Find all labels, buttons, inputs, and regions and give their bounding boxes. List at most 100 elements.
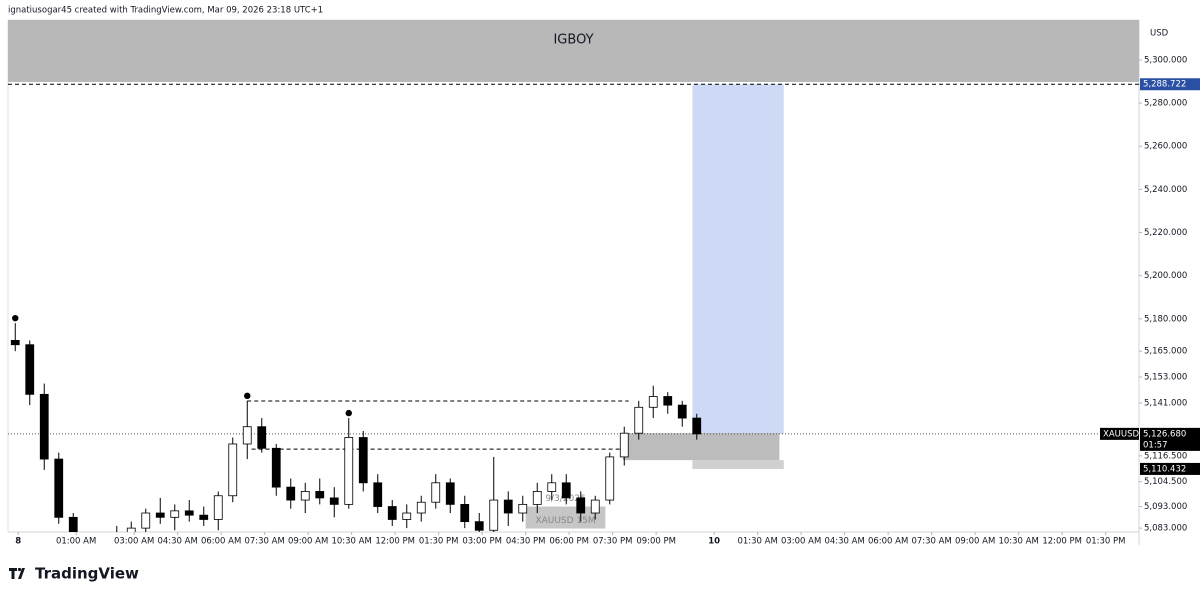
candle-body <box>431 482 441 503</box>
candle-body <box>184 510 194 516</box>
candle-body <box>576 497 586 514</box>
candle-body <box>634 406 644 434</box>
x-tick-label: 10 <box>708 537 720 547</box>
axes: 5,300.000 5,280.000 5,260.000 5,240.000 5,22… <box>15 55 1200 547</box>
chart-title: IGBOY <box>553 33 593 48</box>
candle-body <box>126 527 136 532</box>
candle-body <box>54 458 64 518</box>
candle-body <box>561 482 571 499</box>
stop-label-bg <box>1140 462 1200 475</box>
y-tick-label: 5,260.000 <box>1144 142 1187 152</box>
countdown-label: 01:57 <box>1143 440 1168 450</box>
candle-body <box>373 482 383 507</box>
watermark: 9/3/2026 <box>545 494 586 504</box>
candle-body <box>416 501 426 514</box>
y-tick-label: 5,116.500 <box>1144 451 1187 461</box>
candle-body <box>358 437 368 484</box>
candle-body <box>619 432 629 458</box>
target-label-bg <box>1140 78 1200 91</box>
candle-body <box>141 512 151 529</box>
candle-body <box>445 482 455 505</box>
candle-body <box>547 482 557 492</box>
candle-body <box>271 447 281 488</box>
y-tick-label: 5,180.000 <box>1144 314 1187 324</box>
y-tick-label: 5,141.000 <box>1144 398 1187 408</box>
x-tick-label: 01:30 PM <box>419 537 459 547</box>
zone-entry <box>622 433 780 461</box>
candle-body <box>474 521 484 531</box>
candle-body <box>489 499 499 531</box>
x-tick-label: 03:00 PM <box>462 537 502 547</box>
currency: USD <box>1150 29 1169 39</box>
y-tick-label: 5,104.500 <box>1144 477 1187 487</box>
y-tick-label: 5,280.000 <box>1144 99 1187 109</box>
plot: 9/3/2026 XAUUSD 15M <box>8 20 1139 532</box>
x-tick-label: 01:30 AM <box>737 537 777 547</box>
x-tick-label: 04:30 AM <box>157 537 197 547</box>
x-tick-label: 01:30 PM <box>1086 537 1126 547</box>
logo-text: TradingView <box>35 565 139 583</box>
x-tick-label: 09:00 AM <box>955 537 995 547</box>
candle-body <box>242 426 252 445</box>
x-tick-label: 06:00 AM <box>201 537 241 547</box>
y-tick-label: 5,083.000 <box>1144 524 1187 534</box>
zone-stop <box>692 460 784 469</box>
x-tick-label: 07:30 AM <box>911 537 951 547</box>
candle-body <box>518 503 528 514</box>
candle-body <box>257 426 267 449</box>
candle-body <box>344 437 354 505</box>
plot-area <box>7 19 1140 533</box>
swing-high <box>12 314 19 322</box>
candle-body <box>677 404 687 419</box>
candle-body <box>503 499 513 514</box>
y-tick-label: 5,300.000 <box>1144 55 1187 65</box>
x-tick-label: 09:00 PM <box>636 537 676 547</box>
title-band <box>8 20 1139 82</box>
symbol-tag-bg <box>1100 427 1139 440</box>
target-label: 5,288.722 <box>1143 80 1186 90</box>
candle-body <box>25 344 35 395</box>
stop-label: 5,110.432 <box>1143 464 1186 474</box>
last-price-label-bg <box>1140 427 1200 440</box>
candle-body <box>10 340 20 346</box>
candle-body <box>692 417 702 435</box>
candle-body <box>170 510 180 518</box>
header-credit: ignatiusogar45 created with TradingView.… <box>8 6 323 16</box>
symbol-tag: XAUUSD <box>1103 429 1139 439</box>
candle-body <box>663 396 673 406</box>
candle-body <box>68 516 78 532</box>
x-tick-label: 03:00 AM <box>114 537 154 547</box>
x-tick-label: 01:00 AM <box>56 537 96 547</box>
y-tick-label: 5,153.000 <box>1144 373 1187 383</box>
x-tick-label: 09:00 AM <box>288 537 328 547</box>
candle-body <box>532 491 542 505</box>
candle-body <box>315 491 325 499</box>
x-tick-label: 07:30 AM <box>244 537 284 547</box>
y-tick-label: 5,240.000 <box>1144 185 1187 195</box>
x-tick-label: 8 <box>15 537 21 547</box>
x-tick-label: 03:00 AM <box>781 537 821 547</box>
candle-body <box>648 396 658 408</box>
candle-body <box>39 393 49 460</box>
candle-body <box>300 491 310 501</box>
candle-body <box>228 443 238 497</box>
y-tick-label: 5,165.000 <box>1144 347 1187 357</box>
y-tick-label: 5,220.000 <box>1144 228 1187 238</box>
candle-body <box>213 495 223 520</box>
x-tick-label: 12:00 PM <box>1042 537 1082 547</box>
x-tick-label: 06:00 AM <box>868 537 908 547</box>
x-tick-label: 10:30 AM <box>331 537 371 547</box>
candle-body <box>460 503 470 523</box>
candle-body <box>590 499 600 514</box>
watermark-box <box>525 506 606 529</box>
last-price-label: 5,126.680 <box>1143 429 1186 439</box>
zone-target <box>692 84 784 434</box>
x-tick-label: 04:30 PM <box>506 537 546 547</box>
candle-body <box>402 512 412 520</box>
x-tick-label: 10:30 AM <box>998 537 1038 547</box>
x-tick-label: 06:00 PM <box>549 537 589 547</box>
countdown-label-bg <box>1140 438 1200 451</box>
y-tick-label: 5,200.000 <box>1144 271 1187 281</box>
